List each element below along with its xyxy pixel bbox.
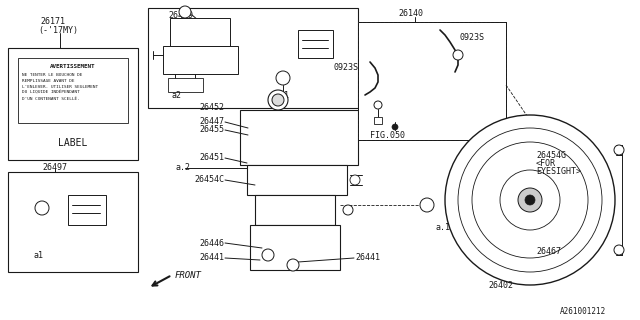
Bar	[250, 225, 340, 270]
Bar	[247, 165, 347, 195]
Text: 26497: 26497	[42, 163, 67, 172]
Text: <FOR: <FOR	[536, 158, 556, 167]
Text: 26441: 26441	[199, 253, 224, 262]
Text: 26452: 26452	[199, 103, 224, 113]
Text: 26455: 26455	[199, 125, 224, 134]
Circle shape	[453, 50, 463, 60]
Text: 26451: 26451	[199, 154, 224, 163]
Bar	[8, 172, 138, 272]
Bar	[8, 48, 138, 160]
Bar	[358, 22, 506, 140]
Text: 0923S: 0923S	[460, 34, 485, 43]
Text: AVERTISSEMENT: AVERTISSEMENT	[51, 63, 96, 68]
Bar	[374, 117, 382, 124]
Circle shape	[472, 142, 588, 258]
Bar	[163, 46, 238, 74]
Bar	[358, 22, 506, 140]
Text: (-'17MY): (-'17MY)	[38, 26, 78, 35]
Text: 26447: 26447	[199, 117, 224, 126]
Circle shape	[343, 205, 353, 215]
Text: D'UN CONTENANT SCELLÉ.: D'UN CONTENANT SCELLÉ.	[22, 97, 80, 101]
Text: LABEL: LABEL	[58, 138, 88, 148]
Text: a2: a2	[172, 91, 182, 100]
Circle shape	[420, 198, 434, 212]
Circle shape	[518, 188, 542, 212]
Circle shape	[525, 195, 535, 205]
Text: L'ENLEVER. UTILISER SEULEMENT: L'ENLEVER. UTILISER SEULEMENT	[22, 85, 98, 89]
Text: EYESIGHT>: EYESIGHT>	[536, 166, 581, 175]
Circle shape	[458, 128, 602, 272]
Text: 26449: 26449	[168, 11, 193, 20]
Circle shape	[500, 170, 560, 230]
Text: a1: a1	[279, 91, 289, 100]
Text: 26446: 26446	[199, 238, 224, 247]
Bar	[148, 8, 358, 108]
Circle shape	[614, 145, 624, 155]
Bar	[18, 58, 128, 123]
Circle shape	[445, 115, 615, 285]
Text: A261001212: A261001212	[560, 308, 606, 316]
Text: 26454C: 26454C	[194, 175, 224, 185]
Circle shape	[262, 249, 274, 261]
Text: 26140: 26140	[398, 10, 423, 19]
Text: a.2: a.2	[175, 164, 190, 172]
Bar	[240, 110, 358, 165]
Text: a.1: a.1	[435, 223, 450, 233]
Text: 0923S: 0923S	[333, 63, 358, 73]
Text: 26454G: 26454G	[536, 150, 566, 159]
Circle shape	[350, 175, 360, 185]
Text: REMPLISSAGE AVANT DE: REMPLISSAGE AVANT DE	[22, 79, 74, 83]
Text: 26467: 26467	[536, 247, 561, 257]
Text: 26171: 26171	[40, 18, 65, 27]
Text: 26441: 26441	[355, 253, 380, 262]
Bar	[255, 195, 335, 225]
Bar	[358, 22, 506, 140]
Circle shape	[374, 101, 382, 109]
Circle shape	[272, 94, 284, 106]
Bar	[68, 195, 106, 225]
Text: FIG.050: FIG.050	[370, 131, 405, 140]
Text: FRONT: FRONT	[175, 270, 202, 279]
Circle shape	[392, 124, 398, 130]
Circle shape	[179, 6, 191, 18]
Text: 26402: 26402	[488, 281, 513, 290]
Text: DU LIQUIDE INDÉPENDANT: DU LIQUIDE INDÉPENDANT	[22, 91, 80, 95]
Circle shape	[276, 71, 290, 85]
Bar	[170, 18, 230, 46]
Circle shape	[268, 90, 288, 110]
Bar	[168, 78, 203, 92]
Circle shape	[35, 201, 49, 215]
Text: NE TENTER LE BOUCHON DE: NE TENTER LE BOUCHON DE	[22, 73, 83, 77]
Circle shape	[287, 259, 299, 271]
Bar	[298, 30, 333, 58]
Bar	[358, 22, 506, 140]
Circle shape	[614, 245, 624, 255]
Text: a1: a1	[33, 251, 43, 260]
